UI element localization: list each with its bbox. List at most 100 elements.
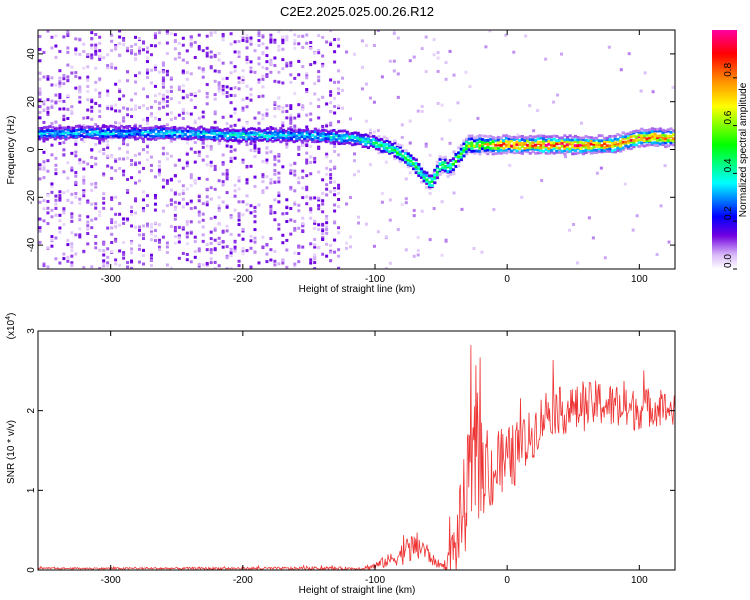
heatmap-cell: [177, 55, 181, 59]
heatmap-cell: [98, 77, 102, 81]
heatmap-cell: [432, 38, 436, 42]
ridge-cell: [629, 131, 633, 134]
heatmap-cell: [213, 238, 217, 242]
ridge-cell: [329, 141, 333, 145]
heatmap-cell: [153, 221, 157, 225]
ridge-cell: [74, 128, 79, 132]
heatmap-cell: [173, 163, 177, 167]
heatmap-cell: [229, 251, 233, 255]
heatmap-cell: [237, 200, 241, 204]
heatmap-cell: [42, 164, 46, 168]
heatmap-cell: [587, 216, 591, 220]
heatmap-cell: [94, 156, 98, 160]
ridge-cell: [430, 174, 434, 178]
ridge-cell: [433, 175, 437, 179]
ridge-cell: [191, 127, 195, 131]
heatmap-cell: [241, 229, 245, 233]
heatmap-cell: [173, 241, 177, 245]
heatmap-cell: [138, 260, 142, 264]
ridge-cell: [175, 127, 179, 131]
heatmap-cell: [313, 82, 317, 86]
ridge-cell: [297, 131, 302, 135]
heatmap-cell: [134, 56, 138, 60]
heatmap-cell: [237, 259, 241, 263]
heatmap-cell: [221, 92, 225, 96]
heatmap-cell: [62, 191, 66, 195]
heatmap-cell: [269, 150, 273, 154]
heatmap-cell: [249, 98, 253, 102]
heatmap-cell: [106, 264, 110, 268]
heatmap-cell: [197, 116, 201, 120]
heatmap-cell: [528, 104, 532, 108]
heatmap-cell: [333, 80, 337, 84]
ridge-cell: [167, 130, 171, 134]
heatmap-cell: [118, 54, 122, 58]
heatmap-cell: [201, 110, 205, 114]
heatmap-cell: [70, 168, 74, 172]
ridge-cell: [199, 125, 203, 129]
ridge-cell: [425, 179, 429, 183]
heatmap-cell: [106, 139, 110, 143]
heatmap-cell: [38, 116, 42, 120]
ridge-cell: [624, 146, 628, 150]
heatmap-cell: [285, 104, 289, 108]
ridge-cell: [552, 144, 556, 148]
ridge-cell: [308, 135, 312, 139]
heatmap-cell: [221, 61, 225, 65]
ridge-cell: [496, 135, 501, 139]
heatmap-cell: [277, 227, 281, 231]
heatmap-cell: [197, 249, 201, 253]
ridge-cell: [542, 139, 546, 143]
heatmap-cell: [396, 72, 400, 76]
heatmap-cell: [325, 215, 329, 219]
colorbar-tick-label: 0.0: [723, 254, 734, 268]
ridge-cell: [181, 134, 185, 138]
ridge-cell: [401, 158, 405, 162]
heatmap-cell: [138, 170, 142, 174]
ridge-cell: [255, 128, 259, 132]
heatmap-cell: [261, 235, 265, 239]
ridge-cell: [61, 126, 65, 130]
ridge-cell: [101, 135, 105, 138]
ridge-cell: [98, 130, 102, 133]
ridge-cell: [539, 136, 543, 140]
ridge-cell: [465, 150, 469, 154]
heatmap-cell: [90, 188, 94, 192]
ridge-cell: [433, 181, 437, 185]
heatmap-cell: [225, 205, 229, 209]
ridge-cell: [483, 134, 487, 138]
ridge-cell: [231, 135, 235, 139]
heatmap-cell: [297, 252, 301, 256]
ridge-cell: [64, 131, 68, 135]
heatmap-cell: [301, 216, 305, 220]
heatmap-cell: [181, 191, 185, 195]
ridge-cell: [504, 136, 509, 140]
heatmap-cell: [126, 156, 130, 160]
heatmap-cell: [189, 147, 193, 151]
ridge-cell: [449, 170, 453, 174]
heatmap-cell: [46, 106, 50, 110]
heatmap-cell: [376, 230, 380, 234]
heatmap-cell: [663, 164, 667, 168]
heatmap-cell: [94, 33, 98, 37]
heatmap-cell: [289, 113, 293, 117]
ridge-cell: [648, 131, 652, 134]
heatmap-cell: [329, 41, 333, 45]
ridge-cell: [162, 127, 166, 131]
heatmap-cell: [317, 223, 321, 227]
heatmap-cell: [313, 196, 317, 200]
heatmap-cell: [134, 137, 138, 141]
heatmap-cell: [253, 209, 257, 213]
ridge-cell: [531, 144, 535, 148]
heatmap-cell: [74, 195, 78, 199]
heatmap-cell: [165, 204, 169, 208]
heatmap-cell: [161, 100, 165, 104]
heatmap-cell: [241, 160, 245, 164]
heatmap-cell: [114, 195, 118, 199]
ridge-cell: [658, 127, 663, 131]
heatmap-cell: [345, 241, 349, 245]
ridge-cell: [316, 136, 320, 140]
ridge-cell: [611, 141, 615, 145]
heatmap-cell: [62, 209, 66, 213]
ridge-cell: [345, 130, 349, 134]
